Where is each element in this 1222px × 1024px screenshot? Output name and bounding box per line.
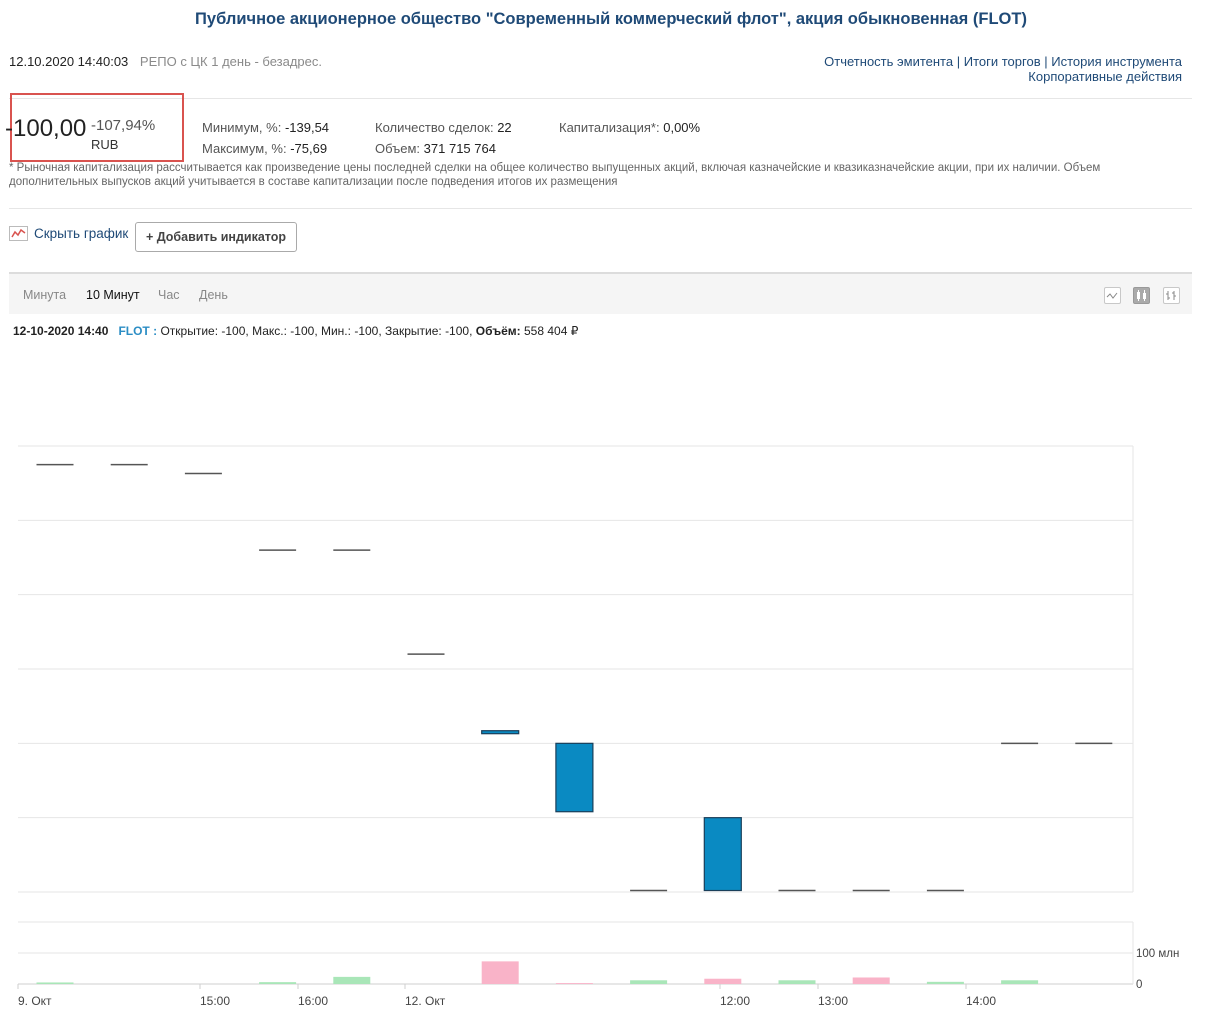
volume-tick-label: 100 млн <box>1136 948 1179 960</box>
stat-minimum: Минимум, %: -139,54 <box>202 120 329 135</box>
volume-bar <box>630 980 668 984</box>
stat-label: Капитализация*: <box>559 120 660 135</box>
link-separator: | <box>956 54 961 69</box>
volume-bar <box>259 982 297 984</box>
link-corporate-actions[interactable]: Корпоративные действия <box>1028 69 1182 84</box>
tab-hour[interactable]: Час <box>158 288 180 302</box>
stat-capitalization: Капитализация*: 0,00% <box>559 120 700 135</box>
ohlc-time: 12-10-2020 14:40 <box>13 324 109 338</box>
x-tick-label: 12. Окт <box>405 994 446 1008</box>
ohlc-open-label: Открытие: <box>160 324 219 338</box>
candlestick-chart-icon[interactable] <box>1133 287 1150 304</box>
volume-bar <box>36 982 74 984</box>
ohlc-readout: 12-10-2020 14:40 FLOT : Открытие: -100, … <box>13 324 579 338</box>
volume-bar <box>555 983 593 984</box>
stat-value: 371 715 764 <box>423 141 496 156</box>
volume-bar <box>333 976 371 984</box>
page-title: Публичное акционерное общество "Современ… <box>195 10 1027 28</box>
price-highlight-box <box>10 93 184 162</box>
x-tick-label: 9. Окт <box>18 994 52 1008</box>
ohlc-high: -100 <box>290 324 315 338</box>
link-instrument-history[interactable]: История инструмента <box>1051 54 1182 69</box>
price-currency: RUB <box>91 137 119 152</box>
volume-bar <box>926 981 964 984</box>
ohlc-open: -100 <box>221 324 246 338</box>
x-tick-label: 14:00 <box>966 994 996 1008</box>
stat-label: Объем: <box>375 141 421 156</box>
line-chart-icon[interactable] <box>1104 287 1121 304</box>
link-trading-results[interactable]: Итоги торгов <box>963 54 1041 69</box>
stat-value: 22 <box>497 120 512 135</box>
x-tick-label: 15:00 <box>200 994 230 1008</box>
stat-maximum: Максимум, %: -75,69 <box>202 141 327 156</box>
candle <box>555 742 594 813</box>
candle <box>481 730 520 735</box>
hide-chart-label: Скрыть график <box>34 226 129 241</box>
capitalization-footnote: * Рыночная капитализация рассчитывается … <box>9 162 1101 188</box>
tab-minute[interactable]: Минута <box>23 288 67 302</box>
volume-bar <box>778 980 816 984</box>
link-separator: | <box>1044 54 1048 69</box>
trading-mode: РЕПО с ЦК 1 день - безадрес. <box>139 54 322 69</box>
divider <box>9 208 1192 209</box>
ohlc-volume: 558 404 ₽ <box>524 324 579 338</box>
stat-value: -75,69 <box>290 141 328 156</box>
volume-bar <box>852 977 890 984</box>
price-change: -107,94% <box>91 117 156 134</box>
stat-value: 0,00% <box>663 120 701 135</box>
x-tick-label: 16:00 <box>298 994 328 1008</box>
session-info: 12.10.2020 14:40:03 РЕПО с ЦК 1 день - б… <box>9 54 322 69</box>
ohlc-volume-label: Объём: <box>475 324 521 338</box>
volume-bar <box>704 978 742 984</box>
link-issuer-reports[interactable]: Отчетность эмитента <box>824 54 954 69</box>
stat-label: Количество сделок: <box>375 120 494 135</box>
divider <box>9 98 1192 99</box>
volume-bar <box>481 961 519 984</box>
ohlc-low-label: Мин.: <box>320 324 351 338</box>
stat-label: Минимум, %: <box>202 120 282 135</box>
volume-bar <box>1001 980 1039 984</box>
tab-10-minutes[interactable]: 10 Минут <box>86 288 140 302</box>
add-indicator-button[interactable]: + Добавить индикатор <box>135 222 297 252</box>
stat-value: -139,54 <box>284 120 330 135</box>
ohlc-bar-chart-icon[interactable] <box>1163 287 1180 304</box>
x-tick-label: 13:00 <box>818 994 848 1008</box>
stat-label: Максимум, %: <box>202 141 287 156</box>
volume-tick-label: 0 <box>1136 979 1142 991</box>
session-datetime: 12.10.2020 14:40:03 <box>9 54 129 69</box>
last-price: -100,00 <box>5 115 87 142</box>
tab-day[interactable]: День <box>199 288 228 302</box>
ohlc-low: -100 <box>354 324 379 338</box>
interval-tabbar: Минута 10 Минут Час День <box>9 272 1192 314</box>
ohlc-close: -100 <box>445 324 470 338</box>
candle <box>703 817 742 892</box>
stat-volume: Объем: 371 715 764 <box>375 141 496 156</box>
price-volume-chart[interactable]: 100 млн 0 9. Окт 15:00 16:00 12. Окт 12:00 13:0… <box>0 430 1222 1024</box>
ohlc-close-label: Закрытие: <box>385 324 442 338</box>
issuer-links: Отчетность эмитента | Итоги торгов | Ист… <box>824 54 1182 84</box>
chart-thumbnail-icon <box>9 226 28 241</box>
hide-chart-link[interactable]: Скрыть график <box>9 226 128 241</box>
ohlc-high-label: Макс.: <box>252 324 287 338</box>
x-tick-label: 12:00 <box>720 994 750 1008</box>
stat-deals: Количество сделок: 22 <box>375 120 512 135</box>
ohlc-ticker: FLOT : <box>118 324 158 338</box>
